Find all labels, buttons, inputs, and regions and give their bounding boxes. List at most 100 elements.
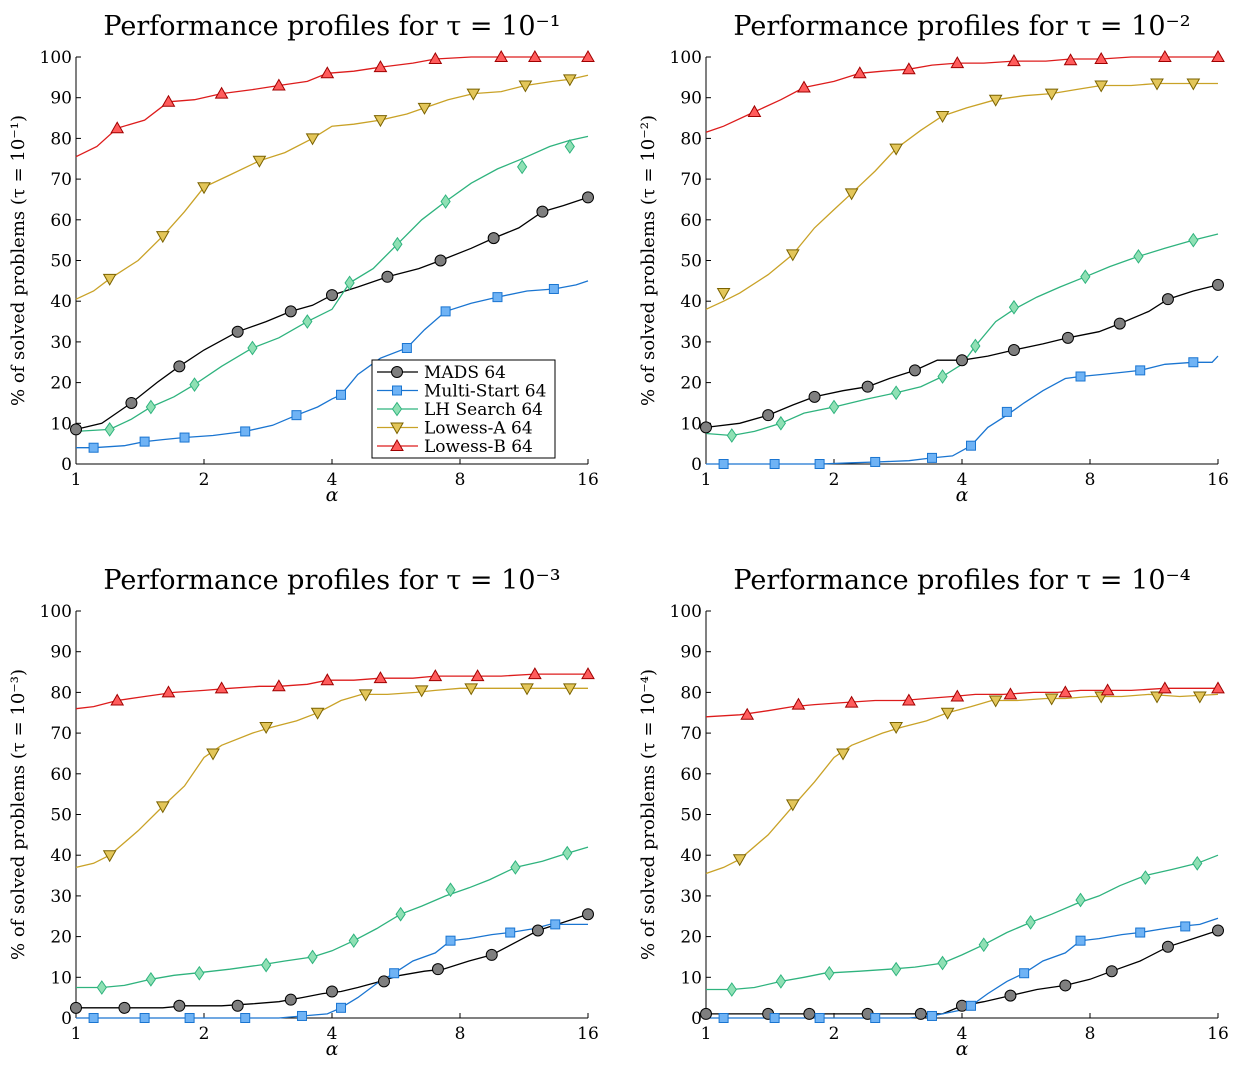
series-markers-mads-64 [700,924,1224,1020]
data-point [358,689,373,702]
data-point [348,933,359,949]
data-point [940,707,955,720]
data-point [320,66,335,79]
data-point [1212,278,1224,291]
data-point [428,52,443,65]
y-tick-label: 90 [50,643,72,663]
data-point [775,973,786,989]
data-point [417,102,432,115]
legend-box [371,359,556,459]
series-line-mads-64 [76,913,589,1009]
data-point [231,325,244,338]
x-tick-label: 1 [701,470,712,490]
legend-marker [391,366,403,378]
y-tick-label: 80 [50,683,72,703]
data-point [1158,681,1172,694]
data-point [1044,693,1059,706]
chart-title: Performance profiles for τ = 10⁻³ [103,565,560,596]
data-point [445,935,456,946]
legend-marker [392,385,402,396]
series-markers-lh-search-64 [726,232,1199,443]
data-point [844,188,859,201]
series-line-lowess-b-64 [705,687,1218,718]
data-point [889,721,903,735]
y-tick-label: 50 [680,252,702,272]
series-markers-multi-start-64 [88,919,561,1023]
data-point [145,399,156,415]
data-point [173,360,186,373]
data-point [732,854,747,867]
data-point [110,693,125,706]
y-tick-label: 30 [680,887,702,907]
data-point [1161,293,1174,306]
y-tick-label: 20 [50,928,72,948]
data-point [1188,357,1199,368]
y-tick-label: 70 [50,724,72,744]
x-tick-label: 4 [327,470,338,490]
series-line-lowess-b-64 [75,673,588,710]
data-point [173,999,186,1012]
x-axis-label: α [956,484,969,506]
series-markers-mads-64 [70,191,594,436]
data-point [1211,49,1225,62]
data-point [492,292,503,303]
data-point [194,965,205,981]
data-point [494,49,509,62]
data-point [1058,685,1073,698]
data-point [1192,691,1207,704]
data-point [956,354,968,367]
data-point [950,56,965,69]
data-point [824,965,835,981]
data-point [908,364,921,377]
data-point [373,60,388,73]
data-point [470,669,485,682]
data-point [852,66,867,79]
data-point [1188,232,1199,248]
data-point [1113,317,1126,330]
data-point [231,999,244,1012]
data-point [139,1013,150,1023]
data-point [189,377,200,393]
data-point [392,236,403,252]
data-point [988,695,1003,708]
data-point [700,421,712,434]
data-point [562,845,573,861]
data-point [562,74,577,87]
data-point [305,133,320,146]
series-markers-mads-64 [700,278,1224,434]
y-axis-label: % of solved problems (τ = 10⁻³) [8,669,29,960]
data-point [1025,914,1036,930]
x-tick-label: 16 [1207,470,1229,490]
series-markers-multi-start-64 [88,283,559,453]
y-tick-label: 90 [680,643,702,663]
data-point [785,249,800,262]
y-tick-label: 100 [40,48,72,68]
data-point [1186,78,1201,91]
data-point [1150,78,1164,91]
data-point [1150,691,1164,704]
chart-panel-3: Performance profiles for τ = 10⁻³ 0 10 20 30… [8,565,599,1060]
data-point [344,275,355,291]
data-point [161,94,176,107]
data-point [1008,299,1020,315]
series-line-lowess-b-64 [75,56,588,158]
data-point [88,1013,99,1023]
y-tick-label: 50 [50,806,72,826]
y-tick-label: 80 [50,129,72,149]
data-point [1140,870,1151,885]
y-tick-label: 70 [680,170,702,190]
data-point [179,432,190,443]
data-point [310,707,325,720]
data-point [836,748,850,761]
data-point [950,689,965,702]
data-point [70,1001,82,1014]
data-point [110,121,125,134]
data-point [125,396,138,409]
y-tick-label: 60 [680,765,702,785]
series-markers-lh-search-64 [726,855,1203,997]
data-point [336,1002,347,1013]
y-tick-label: 40 [680,292,702,312]
series-line-lowess-a-64 [75,74,589,300]
data-point [891,385,902,401]
